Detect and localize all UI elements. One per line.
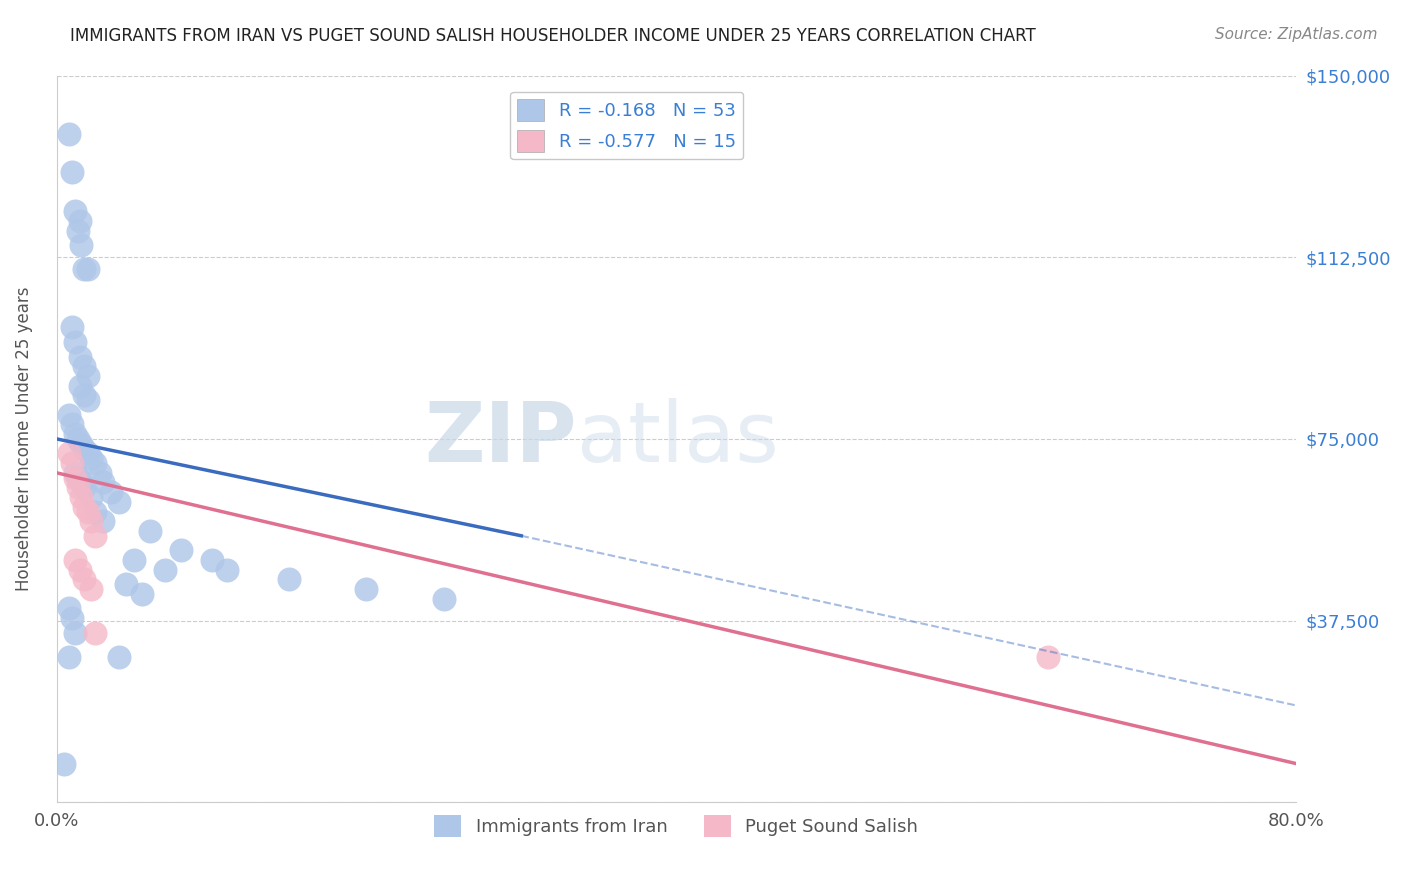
Point [80, 514, 103, 528]
Point [60, 417, 83, 432]
Text: ZIP: ZIP [425, 399, 576, 479]
Text: IMMIGRANTS FROM IRAN VS PUGET SOUND SALISH HOUSEHOLDER INCOME UNDER 25 YEARS COR: IMMIGRANTS FROM IRAN VS PUGET SOUND SALI… [70, 27, 1036, 45]
Point [84, 505, 107, 519]
Point [73, 359, 96, 374]
Point [91, 475, 114, 490]
Point [73, 573, 96, 587]
Point [84, 625, 107, 640]
Point [80, 490, 103, 504]
Point [107, 495, 129, 509]
Point [69, 378, 91, 392]
Point [58, 408, 80, 422]
Point [73, 442, 96, 456]
Point [107, 649, 129, 664]
Point [84, 456, 107, 470]
Point [63, 204, 86, 219]
Point [215, 563, 238, 577]
Point [80, 582, 103, 596]
Legend: Immigrants from Iran, Puget Sound Salish: Immigrants from Iran, Puget Sound Salish [427, 807, 925, 844]
Point [76, 262, 98, 277]
Point [76, 446, 98, 460]
Point [70, 475, 93, 490]
Point [89, 466, 111, 480]
Point [76, 505, 98, 519]
Point [60, 320, 83, 334]
Point [278, 573, 301, 587]
Point [73, 500, 96, 514]
Point [356, 582, 378, 596]
Point [67, 432, 90, 446]
Point [122, 553, 145, 567]
Point [60, 165, 83, 179]
Point [433, 591, 456, 606]
Point [80, 451, 103, 466]
Point [76, 368, 98, 383]
Point [200, 553, 222, 567]
Point [63, 334, 86, 349]
Point [73, 388, 96, 402]
Point [91, 514, 114, 528]
Point [67, 223, 90, 237]
Point [73, 262, 96, 277]
Point [60, 611, 83, 625]
Point [153, 563, 176, 577]
Text: atlas: atlas [576, 399, 779, 479]
Point [53, 756, 76, 771]
Point [69, 563, 91, 577]
Point [84, 529, 107, 543]
Point [58, 649, 80, 664]
Point [60, 456, 83, 470]
Point [67, 470, 90, 484]
Point [73, 480, 96, 494]
Point [70, 238, 93, 252]
Point [63, 470, 86, 484]
Text: Source: ZipAtlas.com: Source: ZipAtlas.com [1215, 27, 1378, 42]
Point [69, 214, 91, 228]
Point [67, 480, 90, 494]
Point [70, 490, 93, 504]
Point [169, 543, 191, 558]
Point [1036, 649, 1059, 664]
Y-axis label: Householder Income Under 25 years: Householder Income Under 25 years [15, 286, 32, 591]
Point [70, 436, 93, 450]
Point [58, 601, 80, 615]
Point [76, 393, 98, 408]
Point [63, 466, 86, 480]
Point [58, 446, 80, 460]
Point [138, 524, 160, 538]
Point [63, 427, 86, 442]
Point [115, 577, 138, 591]
Point [63, 625, 86, 640]
Point [63, 553, 86, 567]
Point [69, 350, 91, 364]
Point [131, 587, 153, 601]
Point [100, 485, 122, 500]
Point [58, 127, 80, 141]
